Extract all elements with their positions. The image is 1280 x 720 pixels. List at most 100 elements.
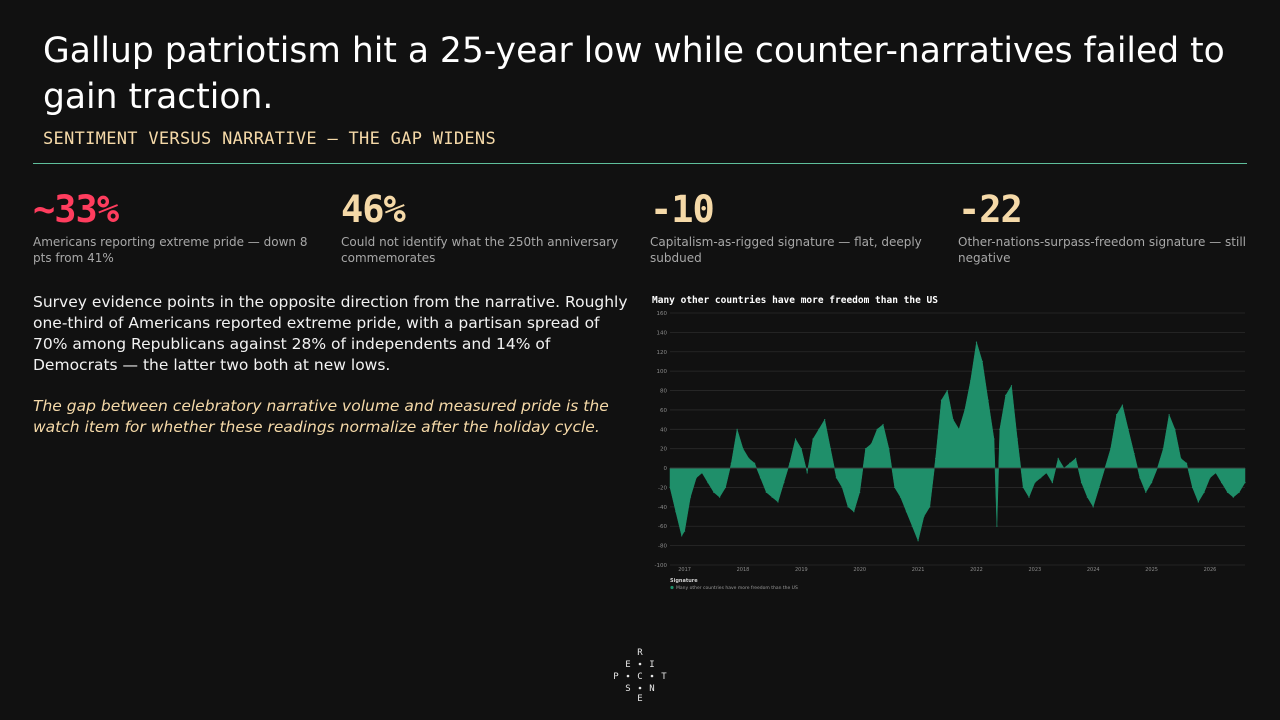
data-point [1028, 496, 1030, 498]
data-point [935, 457, 937, 459]
y-tick-label: 40 [660, 427, 667, 433]
data-point [1022, 486, 1024, 489]
data-point [923, 515, 925, 518]
data-point [1086, 496, 1088, 498]
data-point [1075, 457, 1077, 459]
data-point [695, 477, 697, 479]
freedom-signature-chart: Many other countries have more freedom t… [652, 295, 1246, 591]
x-tick-label: 2017 [678, 567, 691, 573]
data-point [1238, 491, 1240, 493]
data-point [940, 399, 943, 401]
x-tick-label: 2026 [1204, 567, 1217, 573]
brand-logo: RE IP C TS NE [613, 648, 667, 702]
x-tick-label: 2020 [853, 567, 866, 573]
data-point [1226, 491, 1229, 493]
data-point [748, 457, 750, 459]
data-point [1191, 486, 1194, 489]
data-point [806, 472, 808, 474]
stat-extreme-pride: ~33% Americans reporting extreme pride —… [33, 188, 323, 266]
chart-title: Many other countries have more freedom t… [652, 295, 938, 306]
logo-letter: N [649, 684, 654, 694]
data-point [736, 428, 738, 430]
series-area [669, 342, 1246, 542]
data-point [1016, 438, 1018, 440]
data-point [783, 482, 785, 484]
data-point [981, 360, 983, 363]
logo-letter: T [661, 672, 667, 682]
logo-letter: S [625, 684, 630, 694]
data-point [1127, 428, 1129, 430]
data-point [1209, 477, 1211, 479]
y-tick-label: -80 [658, 544, 667, 550]
data-point [1069, 462, 1071, 464]
y-tick-label: 100 [657, 369, 668, 375]
data-point [899, 496, 902, 498]
data-point [911, 525, 913, 527]
data-point [1197, 501, 1199, 503]
data-point [1005, 394, 1007, 396]
data-point [1110, 448, 1112, 450]
y-tick-label: 140 [657, 330, 668, 336]
data-point [1186, 462, 1188, 464]
y-tick-label: 20 [660, 447, 667, 453]
divider-rule [33, 163, 1247, 164]
data-point [952, 419, 954, 421]
logo-letter: R [637, 648, 643, 658]
y-tick-label: 120 [657, 350, 668, 356]
data-point [1092, 506, 1094, 508]
stat-label: Capitalism-as-rigged signature — flat, d… [650, 235, 922, 265]
x-tick-label: 2023 [1028, 567, 1041, 573]
data-point [713, 491, 715, 493]
data-point [841, 486, 843, 489]
x-tick-label: 2021 [912, 567, 925, 573]
data-point [1057, 457, 1059, 459]
data-point [1115, 414, 1118, 416]
legend-label: Many other countries have more freedom t… [676, 585, 798, 591]
data-point [835, 477, 837, 479]
data-point [1162, 448, 1164, 450]
data-point [859, 491, 861, 493]
data-point [675, 511, 677, 513]
legend-title: Signature [670, 578, 698, 584]
stat-anniversary-recognition: 46% Could not identify what the 250th an… [341, 188, 631, 266]
data-point [964, 409, 966, 411]
x-tick-label: 2024 [1087, 567, 1100, 573]
data-point [894, 486, 896, 489]
x-tick-label: 2019 [795, 567, 808, 573]
y-tick-label: -100 [655, 563, 668, 569]
y-tick-label: -60 [658, 524, 667, 530]
data-point [996, 525, 998, 527]
data-point [812, 438, 814, 440]
data-point [1051, 482, 1053, 484]
y-tick-label: 60 [660, 408, 667, 414]
y-tick-label: 160 [657, 311, 668, 317]
logo-letter: P [613, 672, 619, 682]
data-point [1010, 385, 1013, 387]
data-point [789, 462, 791, 464]
x-tick-label: 2025 [1145, 567, 1158, 573]
data-point [800, 448, 802, 450]
y-tick-label: 80 [660, 389, 667, 395]
data-point [999, 428, 1001, 430]
logo-letter: E [625, 660, 630, 670]
data-point [669, 486, 671, 489]
stat-value: -10 [650, 188, 715, 231]
data-point [824, 419, 826, 421]
data-point [754, 462, 756, 464]
data-point [1174, 428, 1176, 430]
data-point [765, 491, 767, 493]
stat-capitalism-signature: -10 Capitalism-as-rigged signature — fla… [650, 188, 940, 266]
data-point [1139, 477, 1141, 479]
data-point [1203, 491, 1205, 493]
data-point [888, 448, 890, 450]
stat-label: Other-nations-surpass-freedom signature … [958, 235, 1246, 265]
data-point [719, 496, 721, 498]
data-point [1080, 482, 1083, 484]
logo-letter: I [649, 660, 654, 670]
logo-dot [626, 674, 630, 678]
data-point [829, 448, 832, 450]
data-point [1168, 414, 1170, 416]
logo-letter: E [637, 694, 642, 702]
data-point [905, 511, 908, 513]
logo-dot [638, 686, 642, 690]
